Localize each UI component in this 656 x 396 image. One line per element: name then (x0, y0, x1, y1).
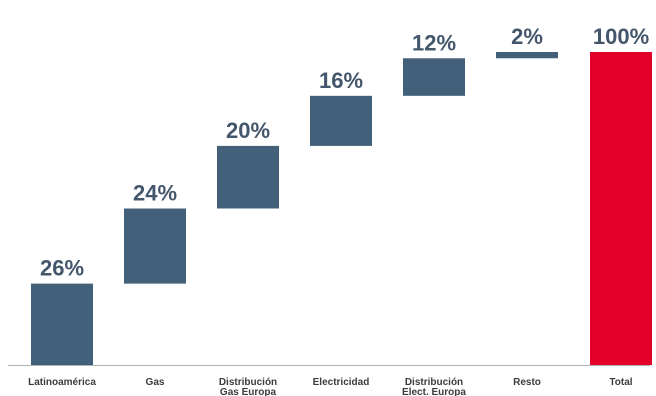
waterfall-bar (217, 145, 279, 209)
waterfall-bar (31, 283, 93, 365)
total-bar (590, 52, 652, 365)
category-label: Gas Europa (220, 387, 277, 396)
category-label: Distribución (405, 377, 463, 388)
bar-value-label: 26% (40, 256, 84, 281)
category-label: Latinoamérica (28, 377, 96, 388)
bar-value-label: 24% (133, 181, 177, 206)
category-label: Elect. Europa (402, 387, 466, 396)
category-label: Total (609, 377, 632, 388)
category-label: Gas (146, 377, 165, 388)
bar-value-label: 100% (593, 24, 649, 49)
bar-value-label: 20% (226, 118, 270, 143)
category-label: Distribución (219, 377, 277, 388)
bar-value-label: 12% (412, 30, 456, 55)
waterfall-bar (310, 95, 372, 146)
bar-value-label: 2% (511, 24, 543, 49)
waterfall-bar (124, 208, 186, 284)
waterfall-bar (403, 58, 465, 96)
category-label: Resto (513, 377, 541, 388)
waterfall-bar (496, 52, 558, 59)
category-label: Electricidad (313, 377, 370, 388)
bar-value-label: 16% (319, 68, 363, 93)
